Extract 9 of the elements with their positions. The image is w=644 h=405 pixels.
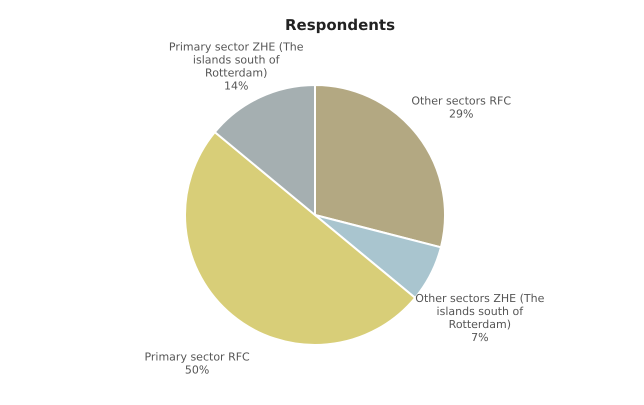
slice-label: Other sectors ZHE (The islands south of Rotterdam) [415, 292, 545, 331]
slice-label: Primary sector ZHE (The islands south of Rotterdam) [168, 40, 304, 80]
slice-label: Other sectors RFC [411, 94, 512, 108]
slice-label: Primary sector RFC [144, 350, 250, 364]
chart-title: Respondents [284, 16, 396, 34]
data-label: 50% [184, 364, 210, 377]
data-label: 7% [471, 330, 489, 344]
data-label: 14% [224, 80, 248, 93]
data-label: 29% [448, 108, 474, 121]
